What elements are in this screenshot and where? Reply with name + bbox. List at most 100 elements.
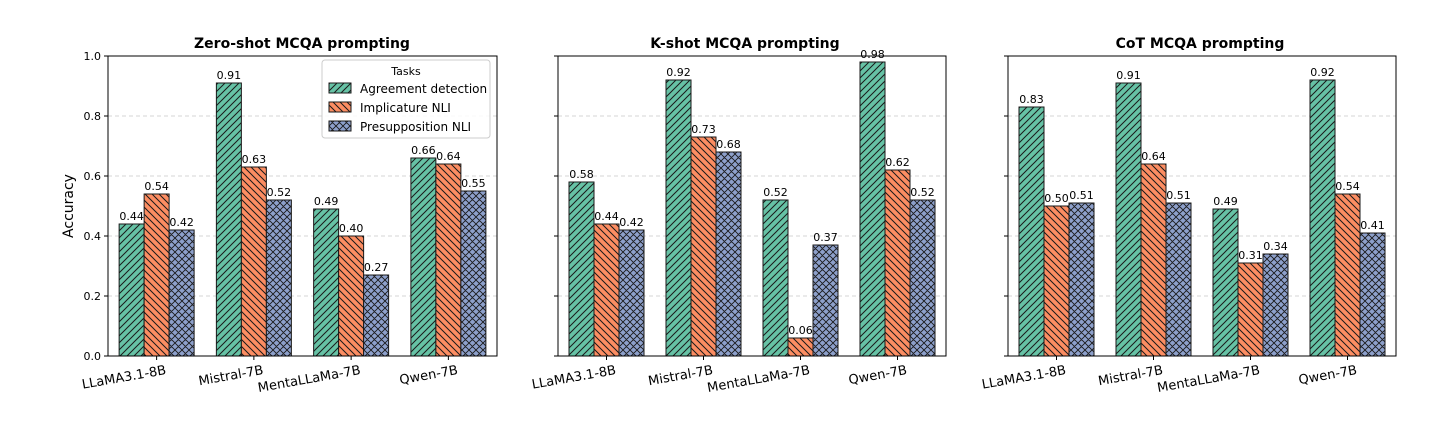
data-label: 0.49	[314, 195, 339, 208]
legend-title: Tasks	[390, 65, 421, 78]
x-tick-label: LLaMA3.1-8B	[81, 363, 167, 393]
chart-panel-zero-shot: Zero-shot MCQA prompting 0.0 0.2 0.4 0.6 0.8…	[81, 36, 498, 396]
data-label: 0.92	[1310, 66, 1335, 79]
data-label: 0.49	[1213, 195, 1238, 208]
data-label: 0.44	[119, 210, 144, 223]
data-label: 0.41	[1360, 219, 1385, 232]
data-label: 0.73	[691, 123, 716, 136]
bar-hatch	[460, 190, 487, 357]
y-tick-label: 1.0	[84, 50, 102, 63]
data-label: 0.83	[1019, 93, 1044, 106]
data-label: 0.91	[217, 69, 242, 82]
y-tick-label: 0.6	[84, 170, 102, 183]
chart-panel-k-shot: K-shot MCQA prompting 0.58 0.92 0.52 0.98 0.…	[531, 36, 947, 396]
bar-hatch	[568, 181, 595, 357]
bar-hatch	[1018, 106, 1045, 357]
bar-hatch	[1068, 202, 1095, 357]
chart-panel-cot: CoT MCQA prompting 0.830.910.490.920.500…	[981, 36, 1397, 396]
data-label: 0.34	[1263, 240, 1288, 253]
bar-hatch	[118, 223, 145, 357]
data-label: 0.54	[1335, 180, 1360, 193]
data-label: 0.51	[1069, 189, 1094, 202]
data-label: 0.31	[1238, 249, 1263, 262]
data-label: 0.42	[169, 216, 194, 229]
chart-title: CoT MCQA prompting	[1116, 36, 1285, 52]
data-label: 0.54	[144, 180, 169, 193]
data-label: 0.58	[569, 168, 594, 181]
data-label: 0.27	[364, 261, 389, 274]
bar-hatch	[618, 229, 645, 357]
bar-hatch	[1165, 202, 1192, 357]
x-tick-label: Mistral-7B	[197, 363, 264, 389]
bar-hatch	[859, 61, 886, 357]
legend-entry-implicature: Implicature NLI	[360, 101, 451, 115]
bar-hatch	[812, 244, 839, 357]
legend-entry-agreement: Agreement detection	[360, 82, 487, 96]
data-label: 0.91	[1116, 69, 1141, 82]
bar-hatch	[715, 151, 742, 357]
data-label: 0.40	[339, 222, 364, 235]
x-tick-label: Mistral-7B	[647, 363, 714, 389]
x-tick-label: Mistral-7B	[1097, 363, 1164, 389]
data-label: 0.66	[411, 144, 436, 157]
x-tick-label: LLaMA3.1-8B	[981, 363, 1067, 393]
bar-hatch	[1359, 232, 1386, 357]
data-label: 0.63	[242, 153, 267, 166]
x-tick-label: Qwen-7B	[848, 363, 909, 388]
data-label: 0.64	[436, 150, 461, 163]
legend-swatch-implicature-hatch	[329, 102, 351, 112]
data-label: 0.68	[716, 138, 741, 151]
bar-hatch	[909, 199, 936, 357]
bar-hatch	[338, 235, 365, 357]
y-tick-label: 0.2	[84, 290, 102, 303]
data-label: 0.52	[910, 186, 935, 199]
bar-hatch	[363, 274, 390, 357]
bar-hatch	[593, 223, 620, 357]
data-label: 0.42	[619, 216, 644, 229]
bar-hatch	[410, 157, 437, 357]
data-label: 0.06	[788, 324, 813, 337]
bar-hatch	[1043, 205, 1070, 357]
legend-frame	[321, 59, 491, 139]
bar-hatch	[884, 169, 911, 357]
x-tick-label: Qwen-7B	[1298, 363, 1359, 388]
bar-hatch	[313, 208, 340, 357]
y-axis-label: Accuracy	[61, 174, 77, 238]
legend-entry-presupposition: Presupposition NLI	[360, 120, 471, 134]
x-tick-label: MentaLLaMa-7B	[1156, 363, 1261, 396]
y-tick-label: 0.4	[84, 230, 102, 243]
plot-frame	[107, 55, 498, 357]
bar-hatch	[1212, 208, 1239, 357]
x-tick-label: MentaLLaMa-7B	[706, 363, 811, 396]
bar-hatch	[1237, 262, 1264, 357]
legend: Tasks Agreement detection Implicature NL…	[321, 59, 491, 139]
bar-hatch	[435, 163, 462, 357]
y-tick-label: 0.0	[84, 350, 102, 363]
bar-hatch	[762, 199, 789, 357]
bar-hatch	[1334, 193, 1361, 357]
bar-hatch	[1140, 163, 1167, 357]
data-label: 0.98	[860, 48, 885, 61]
data-label: 0.64	[1141, 150, 1166, 163]
legend-swatch-agreement-hatch	[329, 83, 351, 93]
bar-hatch	[665, 79, 692, 357]
data-label: 0.52	[763, 186, 788, 199]
data-label: 0.37	[813, 231, 838, 244]
bar-hatch	[215, 82, 242, 357]
bar-hatch	[1262, 253, 1289, 357]
bar-hatch	[690, 136, 717, 357]
data-label: 0.52	[267, 186, 292, 199]
data-label: 0.50	[1044, 192, 1069, 205]
bar-hatch	[240, 166, 267, 357]
x-tick-label: MentaLLaMa-7B	[257, 363, 362, 396]
legend-swatch-presupposition-hatch	[329, 121, 351, 131]
data-label: 0.51	[1166, 189, 1191, 202]
bar-hatch	[143, 193, 170, 357]
data-label: 0.55	[461, 177, 486, 190]
bar-hatch	[1309, 79, 1336, 357]
plot-frame	[557, 55, 947, 357]
data-label: 0.44	[594, 210, 619, 223]
x-tick-label: LLaMA3.1-8B	[531, 363, 617, 393]
chart-title: Zero-shot MCQA prompting	[194, 36, 410, 52]
